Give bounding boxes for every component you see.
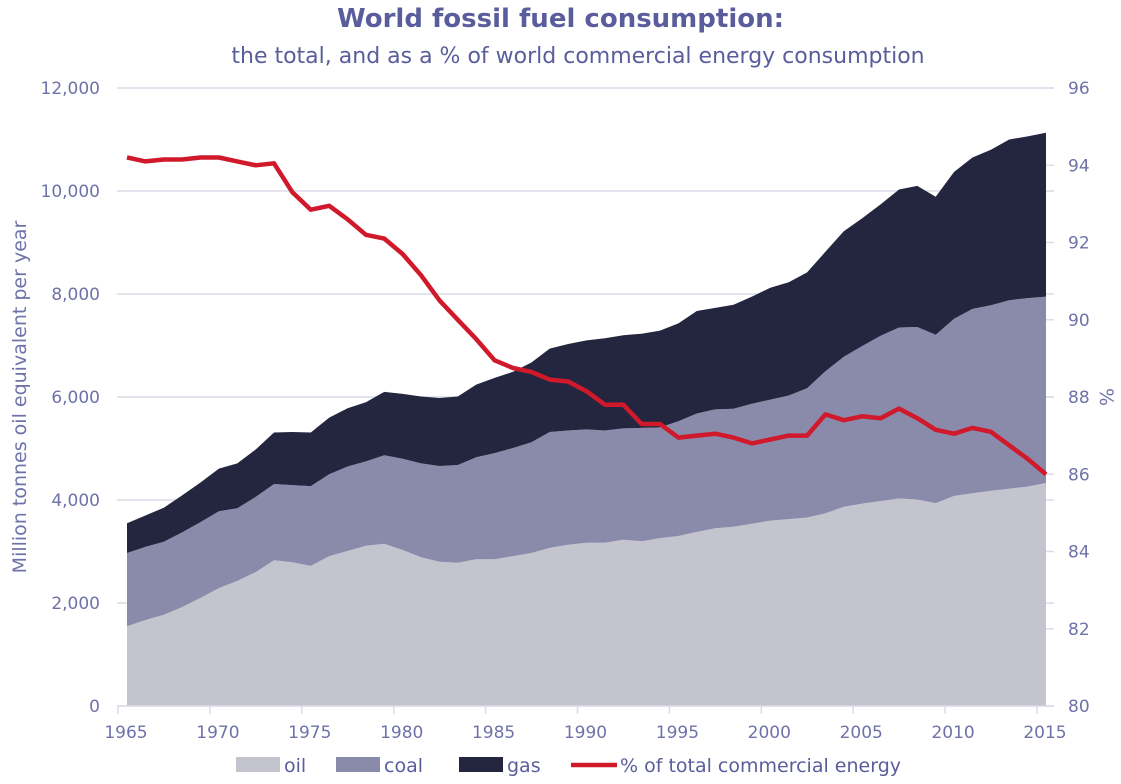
x-tick-label: 1965	[104, 723, 147, 743]
x-tick-label: 2005	[840, 723, 883, 743]
y2-tick-label: 94	[1068, 156, 1090, 176]
y-tick-label: 0	[89, 697, 100, 717]
y-tick-label: 10,000	[41, 182, 100, 202]
left-axis-ticks: 0 2,000 4,000 6,000 8,000 10,000 12,000	[41, 79, 100, 717]
y2-tick-label: 86	[1068, 465, 1090, 485]
line-percent-commercial-energy	[126, 155, 1048, 477]
legend-swatch-gas	[459, 757, 503, 772]
y-tick-label: 6,000	[51, 388, 100, 408]
x-tick-label: 1980	[380, 723, 423, 743]
y2-tick-label: 92	[1068, 234, 1090, 254]
area-gas	[127, 132, 1046, 554]
legend-label: gas	[507, 755, 541, 777]
legend-label: oil	[284, 755, 306, 777]
y2-tick-label: 90	[1068, 311, 1090, 331]
y2-axis-title: %	[1095, 388, 1117, 406]
y-tick-label: 4,000	[51, 491, 100, 511]
y2-tick-label: 96	[1068, 79, 1090, 99]
y-tick-label: 2,000	[51, 594, 100, 614]
x-tick-label: 2010	[931, 723, 974, 743]
y2-tick-label: 88	[1068, 388, 1090, 408]
x-axis-ticks: 1965 1970 1975 1980 1985 1990 1995 2000 2005 2010…	[104, 705, 1067, 743]
legend-label: % of total commercial energy	[620, 755, 901, 777]
x-tick-label: 1975	[288, 723, 331, 743]
y-tick-label: 8,000	[51, 285, 100, 305]
right-axis-ticks: 80 82 84 86 88 90 92 94 96	[1068, 79, 1090, 717]
x-tick-label: 1990	[564, 723, 607, 743]
y2-tick-label: 82	[1068, 620, 1090, 640]
x-tick-label: 1995	[656, 723, 699, 743]
legend: oil coal gas % of total commercial energy	[236, 755, 901, 777]
line-series	[126, 155, 1048, 477]
x-tick-label: 2000	[748, 723, 791, 743]
chart-subtitle: the total, and as a % of world commercia…	[231, 44, 925, 69]
legend-swatch-coal	[336, 757, 380, 772]
stacked-areas	[127, 132, 1046, 706]
y2-tick-label: 80	[1068, 697, 1090, 717]
chart-title: World fossil fuel consumption:	[336, 4, 784, 34]
x-tick-label: 1985	[472, 723, 515, 743]
y2-tick-label: 84	[1068, 543, 1090, 563]
y-axis-title: Million tonnes oil equivalent per year	[9, 220, 31, 573]
legend-swatch-oil	[236, 757, 280, 772]
area-coal	[127, 296, 1046, 627]
y-tick-label: 12,000	[41, 79, 100, 99]
x-tick-label: 1970	[196, 723, 239, 743]
area-oil	[127, 483, 1046, 706]
x-tick-label: 2015	[1023, 723, 1066, 743]
legend-label: coal	[384, 755, 423, 777]
